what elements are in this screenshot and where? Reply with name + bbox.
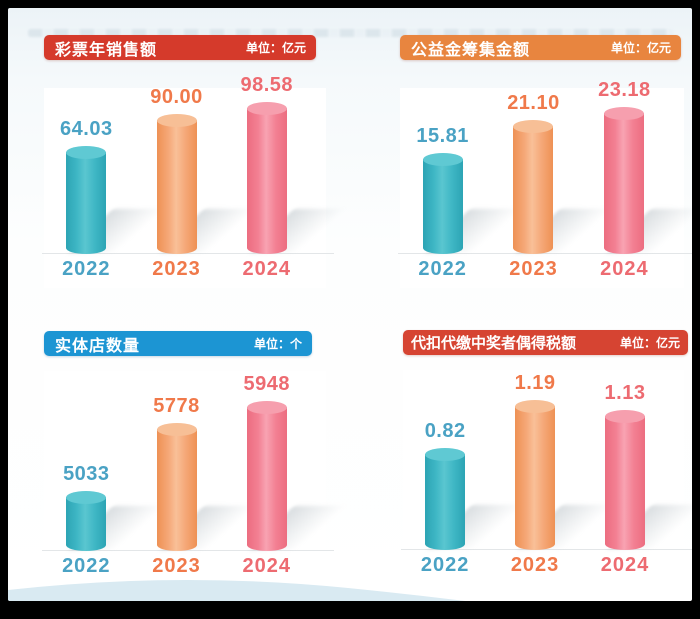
bars-region: 5033 5778 5948 bbox=[42, 371, 352, 551]
cylinder-body bbox=[246, 407, 287, 551]
cylinder-bar-2022 bbox=[422, 153, 463, 254]
value-label: 98.58 bbox=[240, 74, 294, 96]
cylinder-body bbox=[66, 497, 107, 551]
panel-title: 实体店数量 bbox=[55, 337, 141, 355]
cylinder-body bbox=[513, 126, 554, 254]
cylinder-body bbox=[604, 113, 645, 254]
cylinder-body bbox=[156, 120, 197, 254]
panel-lottery-sales: 彩票年销售额 单位：亿元 64.03 90.00 98.58 2022 2023 202… bbox=[42, 35, 352, 301]
year-label: 2024 bbox=[242, 555, 292, 577]
year-label: 2022 bbox=[62, 258, 111, 280]
panel-unit-label: 单位：亿元 bbox=[245, 41, 306, 55]
chart-plot-area: 5033 5778 5948 2022 2023 2024 bbox=[42, 371, 352, 578]
cylinder-bar-2024 bbox=[604, 107, 645, 254]
cylinder-bar-2022 bbox=[425, 448, 466, 550]
panel-banner: 彩票年销售额 单位：亿元 bbox=[44, 35, 316, 60]
cylinder-body bbox=[66, 152, 107, 254]
bars-region: 0.82 1.19 1.13 bbox=[401, 370, 692, 550]
cylinder-top bbox=[246, 102, 287, 115]
infographic-background: 彩票年销售额 单位：亿元 64.03 90.00 98.58 2022 2023 202… bbox=[8, 8, 692, 601]
cylinder-top bbox=[156, 423, 197, 436]
year-label: 2024 bbox=[600, 258, 649, 280]
cylinder-bar-2024 bbox=[246, 102, 287, 254]
value-label: 64.03 bbox=[60, 118, 113, 140]
year-label: 2024 bbox=[600, 554, 650, 576]
value-label: 23.18 bbox=[598, 79, 651, 101]
cylinder-top bbox=[156, 114, 197, 127]
value-label: 5033 bbox=[63, 463, 110, 485]
panel-unit-label: 单位：亿元 bbox=[610, 41, 671, 55]
value-label: 1.19 bbox=[514, 372, 556, 394]
panel-title: 代扣代缴中奖者偶得税额 bbox=[411, 335, 577, 352]
cylinder-top bbox=[66, 146, 107, 159]
value-label: 5948 bbox=[243, 373, 291, 395]
panel-title: 公益金筹集金额 bbox=[411, 41, 531, 59]
year-label: 2022 bbox=[418, 258, 467, 280]
bottom-wave-decoration bbox=[8, 579, 466, 601]
panel-banner: 实体店数量 单位：个 bbox=[44, 331, 312, 356]
cylinder-top bbox=[604, 107, 645, 120]
cylinder-body bbox=[604, 416, 645, 550]
year-label: 2023 bbox=[152, 258, 201, 280]
cylinder-bar-2024 bbox=[604, 410, 645, 550]
cylinder-top bbox=[515, 400, 556, 413]
cylinder-body bbox=[156, 429, 197, 551]
panel-store-count: 实体店数量 单位：个 5033 5778 5948 2022 2023 2024 bbox=[42, 331, 352, 581]
bars-region: 64.03 90.00 98.58 bbox=[42, 74, 352, 254]
cylinder-top bbox=[513, 120, 554, 133]
value-label: 21.10 bbox=[507, 92, 560, 114]
cylinder-body bbox=[422, 159, 463, 254]
value-label: 1.13 bbox=[604, 382, 646, 404]
x-axis-baseline bbox=[398, 253, 692, 254]
cylinder-bar-2023 bbox=[156, 423, 197, 551]
panel-unit-label: 单位：亿元 bbox=[619, 336, 680, 350]
year-label: 2023 bbox=[510, 554, 560, 576]
chart-plot-area: 0.82 1.19 1.13 2022 2023 2024 bbox=[401, 370, 692, 577]
cylinder-body bbox=[515, 406, 556, 550]
panel-banner: 公益金筹集金额 单位：亿元 bbox=[400, 35, 681, 60]
cylinder-body bbox=[425, 454, 466, 550]
year-label: 2024 bbox=[242, 258, 292, 280]
cylinder-bar-2024 bbox=[246, 401, 287, 551]
bars-region: 15.81 21.10 23.18 bbox=[398, 79, 692, 254]
cylinder-bar-2022 bbox=[66, 146, 107, 254]
cylinder-bar-2023 bbox=[156, 114, 197, 254]
panel-unit-label: 单位：个 bbox=[253, 337, 302, 351]
cylinder-top bbox=[425, 448, 466, 461]
wave-shape bbox=[8, 579, 466, 601]
x-axis-baseline bbox=[42, 253, 334, 254]
panel-banner: 代扣代缴中奖者偶得税额 单位：亿元 bbox=[403, 330, 688, 355]
cylinder-bar-2022 bbox=[66, 491, 107, 551]
chart-plot-area: 15.81 21.10 23.18 2022 2023 2024 bbox=[398, 79, 692, 288]
value-label: 0.82 bbox=[424, 420, 466, 442]
chart-plot-area: 64.03 90.00 98.58 2022 2023 2024 bbox=[42, 74, 352, 288]
value-label: 5778 bbox=[153, 395, 200, 417]
faint-ghost-text-row bbox=[28, 29, 674, 37]
cylinder-top bbox=[422, 153, 463, 166]
panel-welfare-fund: 公益金筹集金额 单位：亿元 15.81 21.10 23.18 2022 2023 20… bbox=[398, 35, 692, 301]
cylinder-bar-2023 bbox=[513, 120, 554, 254]
panel-title: 彩票年销售额 bbox=[55, 41, 158, 59]
x-axis-baseline bbox=[42, 550, 334, 551]
year-label: 2022 bbox=[420, 554, 470, 576]
value-label: 15.81 bbox=[416, 125, 469, 147]
year-label: 2023 bbox=[152, 555, 201, 577]
x-axis-baseline bbox=[401, 549, 692, 550]
panel-winner-tax: 代扣代缴中奖者偶得税额 单位：亿元 0.82 1.19 1.13 2022 2023 2… bbox=[401, 330, 692, 581]
cylinder-body bbox=[246, 108, 287, 254]
year-label: 2022 bbox=[62, 555, 111, 577]
cylinder-top bbox=[66, 491, 107, 504]
cylinder-top bbox=[604, 410, 645, 423]
year-label: 2023 bbox=[509, 258, 558, 280]
cylinder-bar-2023 bbox=[515, 400, 556, 550]
cylinder-top bbox=[246, 401, 287, 414]
value-label: 90.00 bbox=[150, 86, 203, 108]
